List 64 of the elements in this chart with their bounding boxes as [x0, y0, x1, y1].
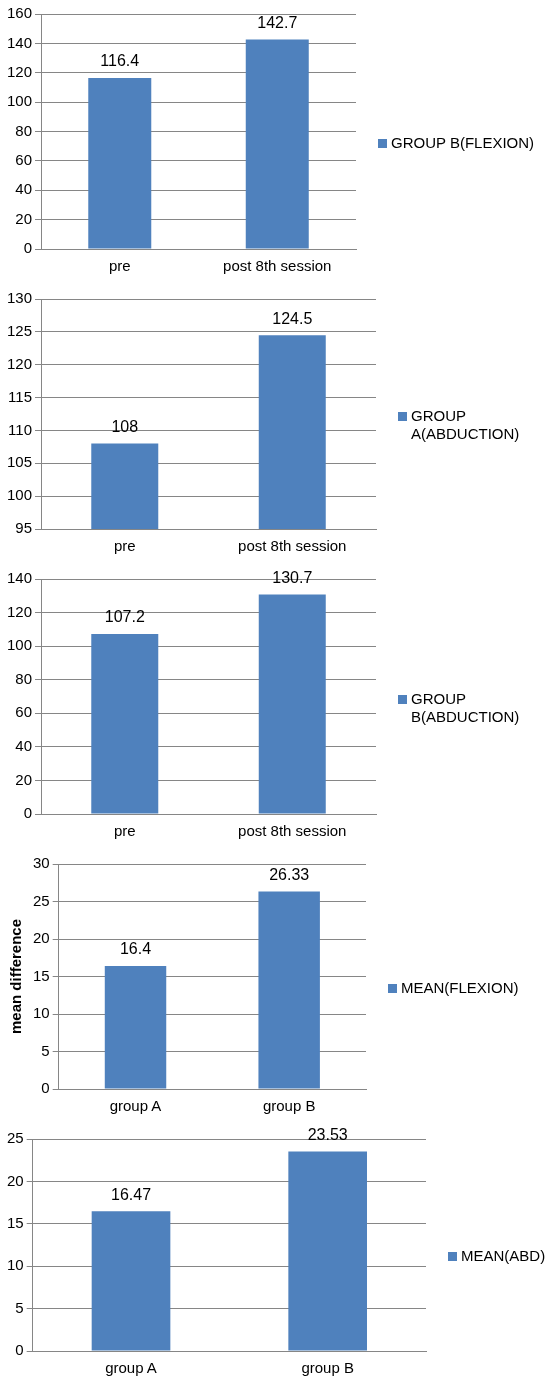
y-tick-label: 160: [7, 4, 33, 22]
x-tick-label: pre: [108, 257, 131, 275]
x-tick-label: group A: [105, 1359, 157, 1377]
y-tick-label: 20: [15, 770, 33, 788]
y-tick-label: 0: [23, 804, 33, 822]
y-tick-label: 100: [7, 486, 33, 504]
y-tick-label: 10: [33, 1004, 50, 1022]
y-tick-label: 40: [15, 180, 33, 198]
y-tick-label: 10: [7, 1256, 24, 1274]
y-tick-label: 5: [15, 1298, 24, 1316]
y-tick-label: 95: [15, 519, 33, 537]
y-tick-label: 0: [23, 239, 33, 257]
y-tick-label: 20: [33, 929, 50, 947]
y-tick-label: 125: [7, 322, 33, 339]
data-label: 16.4: [119, 940, 152, 958]
y-tick-label: 25: [33, 891, 50, 909]
x-tick-label: pre: [113, 537, 136, 555]
y-tick-label: 5: [41, 1041, 50, 1059]
y-tick-label: 15: [7, 1213, 24, 1231]
y-tick-label: 105: [7, 453, 33, 471]
legend-label: GROUP B(FLEXION): [391, 133, 535, 152]
y-axis-title: mean difference: [7, 918, 25, 1035]
x-tick-label: post 8th session: [238, 822, 347, 840]
y-tick-label: 120: [7, 354, 33, 372]
y-tick-label: 0: [41, 1079, 50, 1097]
y-tick-label: 100: [7, 92, 33, 110]
legend-label: MEAN(FLEXION): [401, 978, 519, 997]
data-label: 124.5: [272, 309, 313, 327]
data-label: 108: [111, 417, 139, 435]
y-tick-label: 60: [15, 151, 33, 169]
y-tick-label: 30: [33, 854, 50, 872]
y-tick-label: 115: [8, 387, 33, 405]
y-tick-label: 20: [7, 1171, 24, 1189]
x-tick-label: group B: [262, 1097, 316, 1115]
y-tick-label: 0: [15, 1341, 24, 1359]
y-tick-label: 80: [15, 121, 33, 139]
data-label: 142.7: [257, 13, 298, 31]
y-tick-label: 25: [7, 1129, 24, 1147]
x-tick-label: post 8th session: [238, 537, 347, 555]
data-label: 130.7: [272, 569, 313, 587]
y-tick-label: 120: [7, 62, 33, 80]
legend-label: GROUP B(ABDUCTION): [411, 689, 521, 726]
y-tick-label: 15: [33, 966, 50, 984]
data-label: 107.2: [104, 608, 145, 626]
y-tick-label: 100: [7, 636, 33, 654]
y-tick-label: 80: [15, 669, 33, 687]
x-tick-label: group A: [109, 1097, 162, 1115]
legend-label: GROUP A(ABDUCTION): [411, 407, 521, 443]
y-tick-label: 130: [7, 289, 33, 307]
data-label: 116.4: [100, 52, 140, 70]
data-label: 23.53: [307, 1125, 348, 1143]
y-tick-label: 20: [15, 209, 33, 227]
x-tick-label: group B: [301, 1359, 354, 1377]
x-tick-label: post 8th session: [223, 257, 332, 275]
y-tick-label: 120: [7, 602, 33, 620]
y-tick-label: 140: [7, 33, 33, 51]
data-label: 16.47: [110, 1185, 152, 1203]
y-tick-label: 60: [15, 703, 33, 721]
x-tick-label: pre: [113, 822, 136, 840]
y-tick-label: 40: [15, 737, 33, 754]
y-tick-label: 110: [8, 420, 33, 438]
legend-label: MEAN(ABD): [461, 1247, 546, 1265]
y-tick-label: 140: [7, 569, 33, 587]
data-label: 26.33: [269, 865, 310, 883]
